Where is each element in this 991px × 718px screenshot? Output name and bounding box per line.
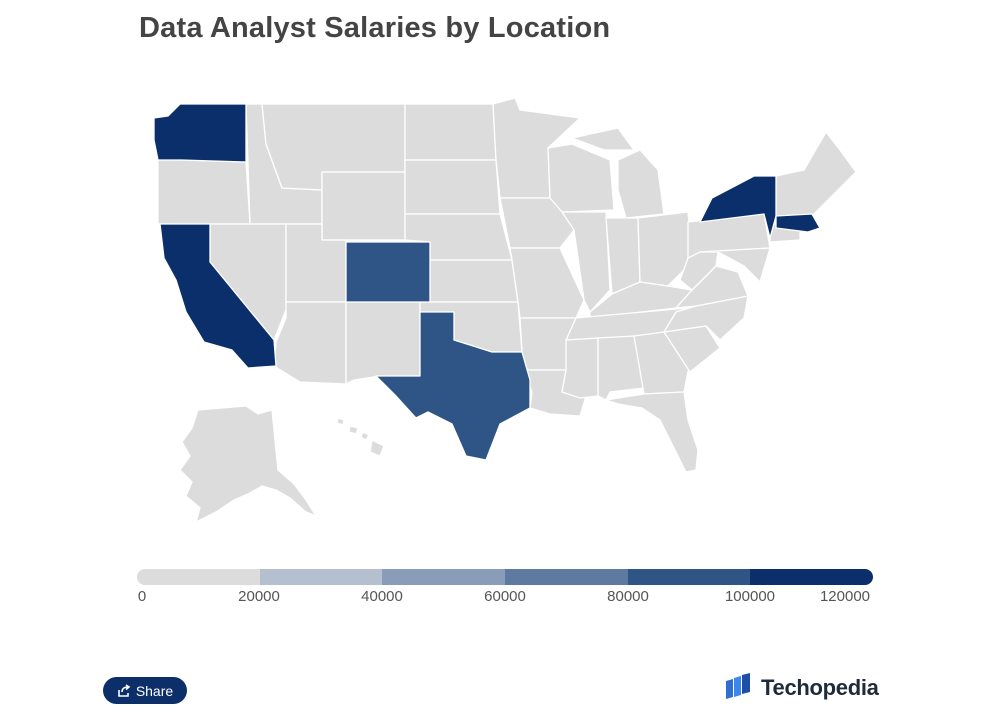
state-texas[interactable] [375, 311, 531, 461]
state-california[interactable] [159, 223, 277, 369]
state-colorado[interactable] [345, 241, 431, 303]
legend-segment-5 [627, 569, 751, 585]
legend-tick-labels: 0 20000 40000 60000 80000 100000 120000 [0, 588, 991, 610]
state-ohio[interactable] [637, 211, 693, 287]
state-missouri[interactable] [509, 247, 585, 319]
legend-tick: 120000 [819, 588, 871, 605]
state-massachusetts[interactable] [775, 213, 821, 233]
state-north-dakota[interactable] [404, 103, 497, 161]
state-mississippi[interactable] [561, 337, 599, 399]
share-label: Share [135, 682, 174, 699]
color-legend [137, 569, 873, 585]
legend-tick: 100000 [724, 588, 776, 605]
highlighted-states [153, 103, 821, 461]
states-group [157, 97, 857, 523]
state-new-york[interactable] [699, 175, 777, 239]
brand-name: Techopedia [761, 674, 879, 700]
share-icon [117, 683, 131, 698]
legend-tick: 40000 [361, 588, 403, 605]
state-new-mexico[interactable] [345, 301, 421, 385]
legend-tick: 80000 [607, 588, 649, 605]
state-wisconsin[interactable] [547, 143, 615, 213]
legend-segment-4 [505, 569, 628, 585]
state-new-jersey-md-de[interactable] [699, 247, 771, 283]
legend-segment-3 [382, 569, 506, 585]
legend-tick: 20000 [238, 588, 280, 605]
state-north-carolina[interactable] [663, 295, 749, 341]
state-wyoming[interactable] [321, 171, 406, 241]
techopedia-logo-icon [724, 673, 753, 702]
state-alaska[interactable] [179, 405, 317, 523]
share-button[interactable]: Share [103, 677, 187, 704]
state-indiana[interactable] [605, 217, 641, 295]
legend-segment-1 [137, 569, 260, 585]
state-kansas[interactable] [429, 259, 519, 303]
legend-segment-2 [259, 569, 383, 585]
us-map [153, 97, 857, 523]
state-oregon[interactable] [157, 159, 251, 225]
state-south-dakota[interactable] [404, 159, 501, 215]
legend-tick: 0 [137, 588, 147, 605]
legend-tick: 60000 [484, 588, 526, 605]
map-title: Data Analyst Salaries by Location [139, 12, 611, 44]
brand[interactable]: Techopedia [724, 673, 879, 702]
state-florida[interactable] [605, 391, 699, 473]
legend-segment-6 [750, 569, 873, 585]
state-washington[interactable] [153, 103, 247, 163]
state-michigan[interactable] [571, 127, 665, 219]
state-hawaii[interactable] [336, 417, 385, 457]
